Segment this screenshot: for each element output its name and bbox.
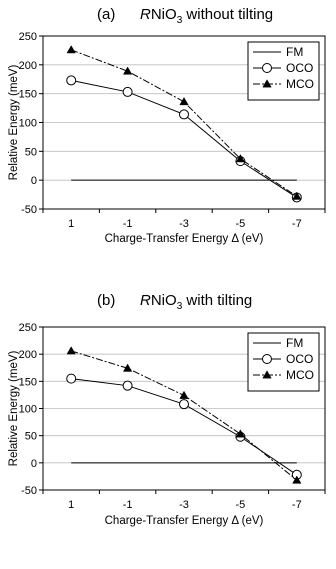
x-tick-label: -7: [292, 499, 302, 511]
data-point-mco: [66, 45, 76, 54]
y-tick-label: 150: [19, 376, 37, 388]
chart-title: RNiO3 without tilting: [140, 6, 273, 26]
data-point-mco: [179, 97, 189, 106]
y-tick-label: 250: [19, 322, 37, 334]
data-point-mco: [235, 429, 246, 438]
y-tick-label: 0: [31, 175, 37, 187]
chart-panel-b: (b) RNiO3 with tilting -50 0 50 100 150 200 250 1…: [8, 292, 326, 527]
data-point-mco: [122, 66, 133, 75]
data-point-oco: [179, 109, 189, 120]
y-tick-label: -50: [21, 485, 37, 497]
data-point-mco: [235, 154, 246, 163]
legend-label-mco: MCO: [286, 77, 314, 91]
legend: FM OCO MCO: [247, 332, 320, 392]
data-point-mco: [292, 191, 302, 200]
data-point-oco: [122, 86, 133, 97]
x-tick-label: -3: [179, 218, 189, 230]
y-tick-label: -50: [21, 204, 37, 216]
data-point-oco: [179, 399, 189, 410]
title-main: NiO: [151, 6, 177, 23]
data-point-oco: [66, 75, 77, 86]
x-tick-label: -5: [236, 218, 246, 230]
x-tick-label: -3: [179, 499, 189, 511]
x-tick-label: -5: [236, 499, 246, 511]
legend-label-mco: MCO: [286, 368, 314, 382]
y-axis-label: Relative Energy (meV): [8, 350, 20, 466]
series-mco: [66, 346, 302, 484]
panel-label: (a): [97, 6, 115, 23]
x-tick-label: -7: [292, 218, 302, 230]
legend-marker-oco: [262, 63, 272, 73]
title-main: NiO: [151, 292, 177, 309]
title-prefix: R: [140, 6, 151, 23]
y-tick-label: 50: [25, 146, 37, 158]
y-tick-label: 250: [19, 31, 37, 43]
x-tick-label: 1: [68, 218, 74, 230]
x-axis-label: Charge-Transfer Energy Δ (eV): [105, 515, 264, 527]
legend-marker-mco: [262, 370, 272, 379]
title-subscript: 3: [177, 301, 183, 312]
legend-marker-mco: [262, 79, 272, 88]
title-suffix: with tilting: [182, 292, 252, 309]
x-tick-label: -1: [123, 499, 133, 511]
y-tick-label: 200: [19, 349, 37, 361]
x-tick-label: 1: [68, 499, 74, 511]
legend-label-fm: FM: [286, 336, 303, 350]
series-line-mco: [71, 49, 298, 197]
y-tick-label: 200: [19, 60, 37, 72]
y-tick-label: 150: [19, 89, 37, 101]
title-prefix: R: [140, 292, 151, 309]
y-tick-label: 0: [31, 458, 37, 470]
y-axis-label: Relative Energy (meV): [8, 64, 20, 180]
data-point-mco: [179, 390, 189, 399]
panel-label: (b): [97, 292, 115, 309]
y-tick-label: 100: [19, 404, 37, 416]
y-tick-label: 100: [19, 118, 37, 130]
x-axis-label: Charge-Transfer Energy Δ (eV): [105, 233, 264, 245]
data-point-oco: [122, 380, 133, 391]
legend: FM OCO MCO: [247, 41, 320, 101]
title-subscript: 3: [177, 15, 183, 26]
legend-label-oco: OCO: [286, 352, 313, 366]
data-point-oco: [66, 373, 77, 384]
legend-label-oco: OCO: [286, 61, 313, 75]
data-point-mco: [66, 346, 76, 355]
x-tick-label: -1: [123, 218, 133, 230]
series-oco: [66, 75, 302, 203]
legend-marker-oco: [262, 354, 272, 364]
y-tick-label: 50: [25, 431, 37, 443]
legend-label-fm: FM: [286, 45, 303, 59]
data-point-mco: [292, 475, 302, 484]
data-point-mco: [122, 363, 133, 372]
title-suffix: without tilting: [182, 6, 273, 23]
chart-panel-a: (a) RNiO3 without tilting -50 0 50 100 150 200 2…: [8, 6, 326, 245]
chart-title: RNiO3 with tilting: [140, 292, 252, 312]
series-mco: [66, 45, 302, 200]
